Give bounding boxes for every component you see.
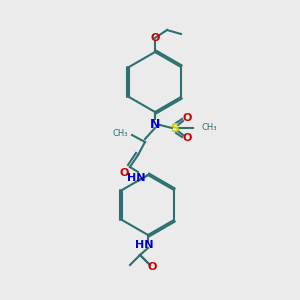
Text: S: S bbox=[170, 122, 179, 134]
Text: O: O bbox=[182, 133, 192, 143]
Text: N: N bbox=[150, 118, 160, 131]
Text: O: O bbox=[182, 113, 192, 123]
Text: O: O bbox=[147, 262, 157, 272]
Text: O: O bbox=[119, 168, 129, 178]
Text: O: O bbox=[150, 33, 160, 43]
Text: HN: HN bbox=[127, 173, 145, 183]
Text: CH₃: CH₃ bbox=[112, 128, 128, 137]
Text: CH₃: CH₃ bbox=[201, 124, 217, 133]
Text: HN: HN bbox=[135, 240, 153, 250]
